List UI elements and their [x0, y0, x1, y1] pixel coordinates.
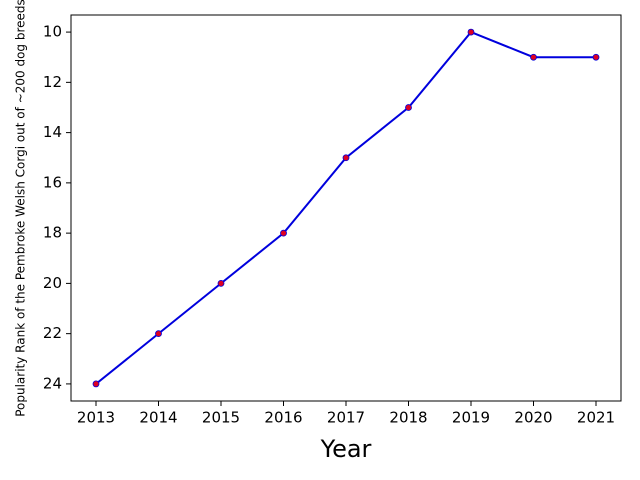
- y-axis-label: Popularity Rank of the Pembroke Welsh Co…: [14, 0, 28, 417]
- y-tick-label: 24: [43, 374, 62, 392]
- x-tick-label: 2015: [202, 409, 240, 427]
- x-tick-label: 2018: [389, 409, 427, 427]
- data-point: [467, 28, 475, 36]
- y-tick-label: 22: [43, 324, 62, 342]
- y-tick-label: 14: [43, 123, 62, 141]
- data-point: [217, 279, 225, 287]
- y-tick-label: 20: [43, 274, 62, 292]
- y-tick-label: 18: [43, 224, 62, 242]
- y-tick-label: 10: [43, 23, 62, 41]
- y-tick-label: 16: [43, 173, 62, 191]
- x-axis-label: Year: [320, 435, 372, 463]
- data-point: [155, 330, 162, 338]
- x-tick-label: 2021: [577, 409, 615, 427]
- data-point: [405, 104, 412, 111]
- data-point: [92, 380, 100, 388]
- data-point: [592, 53, 600, 61]
- data-point: [342, 154, 350, 162]
- data-point: [530, 53, 537, 61]
- x-tick-label: 2014: [139, 409, 177, 427]
- data-line: [95, 30, 596, 385]
- x-tick-label: 2017: [327, 409, 365, 427]
- y-tick-label: 12: [43, 73, 62, 91]
- x-tick-label: 2019: [452, 409, 490, 427]
- x-tick-label: 2013: [77, 409, 115, 427]
- data-point: [280, 229, 287, 237]
- x-tick-label: 2020: [514, 409, 552, 427]
- plot-frame: [70, 14, 622, 402]
- x-tick-label: 2016: [264, 409, 302, 427]
